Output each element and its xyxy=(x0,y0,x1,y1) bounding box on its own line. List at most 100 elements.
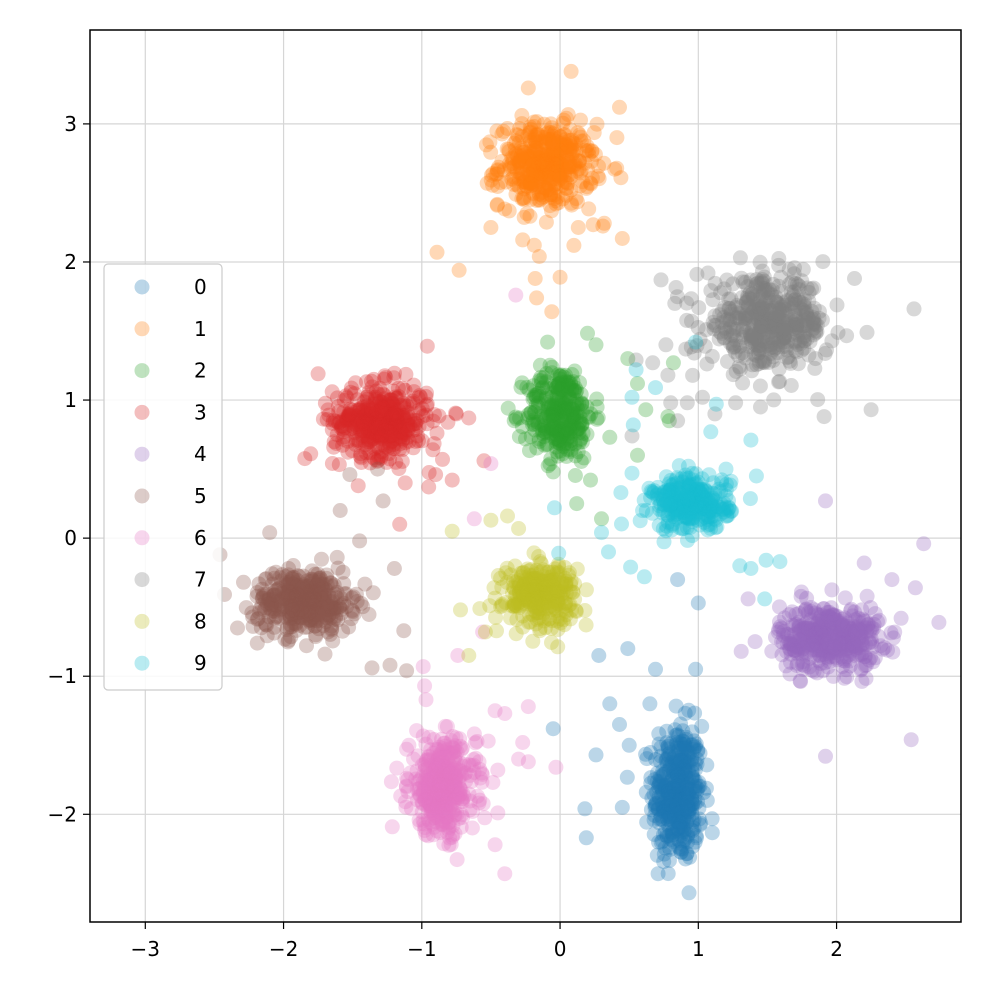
point-series-2 xyxy=(589,399,605,415)
point-series-4 xyxy=(807,634,822,650)
point-series-3 xyxy=(337,420,353,436)
point-series-3 xyxy=(363,407,379,423)
point-series-1 xyxy=(542,198,558,214)
point-series-2 xyxy=(540,407,556,423)
point-series-1 xyxy=(483,220,499,235)
point-series-1 xyxy=(499,121,515,136)
point-series-2 xyxy=(590,410,606,426)
point-series-1 xyxy=(543,187,559,203)
point-series-0 xyxy=(679,799,695,815)
point-series-3 xyxy=(388,418,404,434)
point-series-1 xyxy=(578,180,594,196)
point-series-3 xyxy=(389,413,405,429)
point-series-1 xyxy=(562,136,578,152)
point-series-3 xyxy=(385,410,401,426)
point-series-3 xyxy=(384,407,400,423)
point-series-0 xyxy=(676,748,692,764)
point-series-0 xyxy=(638,784,654,800)
point-series-7 xyxy=(772,302,788,318)
point-series-0 xyxy=(677,831,693,847)
point-series-3 xyxy=(378,370,394,386)
point-series-0 xyxy=(660,796,676,812)
point-series-2 xyxy=(534,422,550,438)
point-series-4 xyxy=(885,630,901,646)
point-series-4 xyxy=(820,625,836,641)
point-series-0 xyxy=(673,716,689,732)
point-series-2 xyxy=(574,416,590,432)
point-series-3 xyxy=(379,418,395,434)
point-series-1 xyxy=(540,176,556,192)
point-series-4 xyxy=(818,626,834,642)
point-series-4 xyxy=(875,641,891,657)
point-series-4 xyxy=(791,638,807,654)
legend-marker-2 xyxy=(134,363,150,379)
point-series-2 xyxy=(568,384,584,400)
point-series-3 xyxy=(406,377,422,393)
point-series-4 xyxy=(847,612,863,628)
point-series-1 xyxy=(515,144,531,160)
point-series-3 xyxy=(384,433,400,449)
point-series-1 xyxy=(539,126,555,142)
point-series-2 xyxy=(563,417,579,433)
point-series-0 xyxy=(659,723,675,739)
point-series-3 xyxy=(386,409,402,425)
point-series-9 xyxy=(624,389,640,405)
point-series-1 xyxy=(489,196,505,212)
point-series-0 xyxy=(666,750,682,766)
point-series-3 xyxy=(352,402,368,418)
point-series-0 xyxy=(667,797,683,812)
point-series-3 xyxy=(331,457,347,473)
point-series-1 xyxy=(543,173,559,188)
point-series-4 xyxy=(854,673,870,689)
point-series-0 xyxy=(643,802,659,818)
point-series-4 xyxy=(812,625,828,640)
point-series-2 xyxy=(573,386,589,402)
point-series-3 xyxy=(348,408,364,424)
point-series-0 xyxy=(660,786,676,802)
point-series-3 xyxy=(349,433,364,449)
point-series-1 xyxy=(553,146,569,161)
point-series-4 xyxy=(821,609,837,624)
point-series-4 xyxy=(813,637,829,653)
point-series-9 xyxy=(614,516,629,532)
point-series-0 xyxy=(660,866,676,882)
point-series-7 xyxy=(743,272,759,288)
point-series-3 xyxy=(397,382,413,398)
point-series-4 xyxy=(860,620,876,636)
point-series-2 xyxy=(542,357,558,373)
point-series-4 xyxy=(845,635,861,651)
point-series-0 xyxy=(669,781,685,797)
point-series-0 xyxy=(647,772,663,788)
point-series-4 xyxy=(812,647,828,663)
point-series-1 xyxy=(525,171,541,187)
point-series-2 xyxy=(580,325,595,341)
point-series-4 xyxy=(824,582,840,598)
point-series-6 xyxy=(474,774,490,790)
point-series-0 xyxy=(668,727,684,743)
point-series-4 xyxy=(851,626,867,642)
point-series-0 xyxy=(676,788,692,804)
point-series-7 xyxy=(817,346,833,361)
point-series-4 xyxy=(842,658,858,674)
point-series-3 xyxy=(414,401,430,417)
point-series-3 xyxy=(375,437,391,453)
point-series-1 xyxy=(525,156,541,172)
point-series-4 xyxy=(833,615,849,631)
point-series-3 xyxy=(428,467,444,483)
point-series-4 xyxy=(812,624,828,640)
point-series-1 xyxy=(613,170,629,186)
point-series-1 xyxy=(553,141,569,157)
point-series-4 xyxy=(860,616,876,632)
point-series-4 xyxy=(825,607,841,622)
point-series-0 xyxy=(685,796,701,812)
point-series-4 xyxy=(789,639,804,654)
point-series-1 xyxy=(512,121,528,137)
point-series-3 xyxy=(359,440,375,456)
point-series-3 xyxy=(372,403,388,419)
point-series-1 xyxy=(526,119,542,134)
point-series-3 xyxy=(359,389,375,405)
point-series-2 xyxy=(539,366,555,381)
point-series-3 xyxy=(360,430,376,446)
point-series-4 xyxy=(798,635,814,651)
point-series-4 xyxy=(772,614,787,630)
